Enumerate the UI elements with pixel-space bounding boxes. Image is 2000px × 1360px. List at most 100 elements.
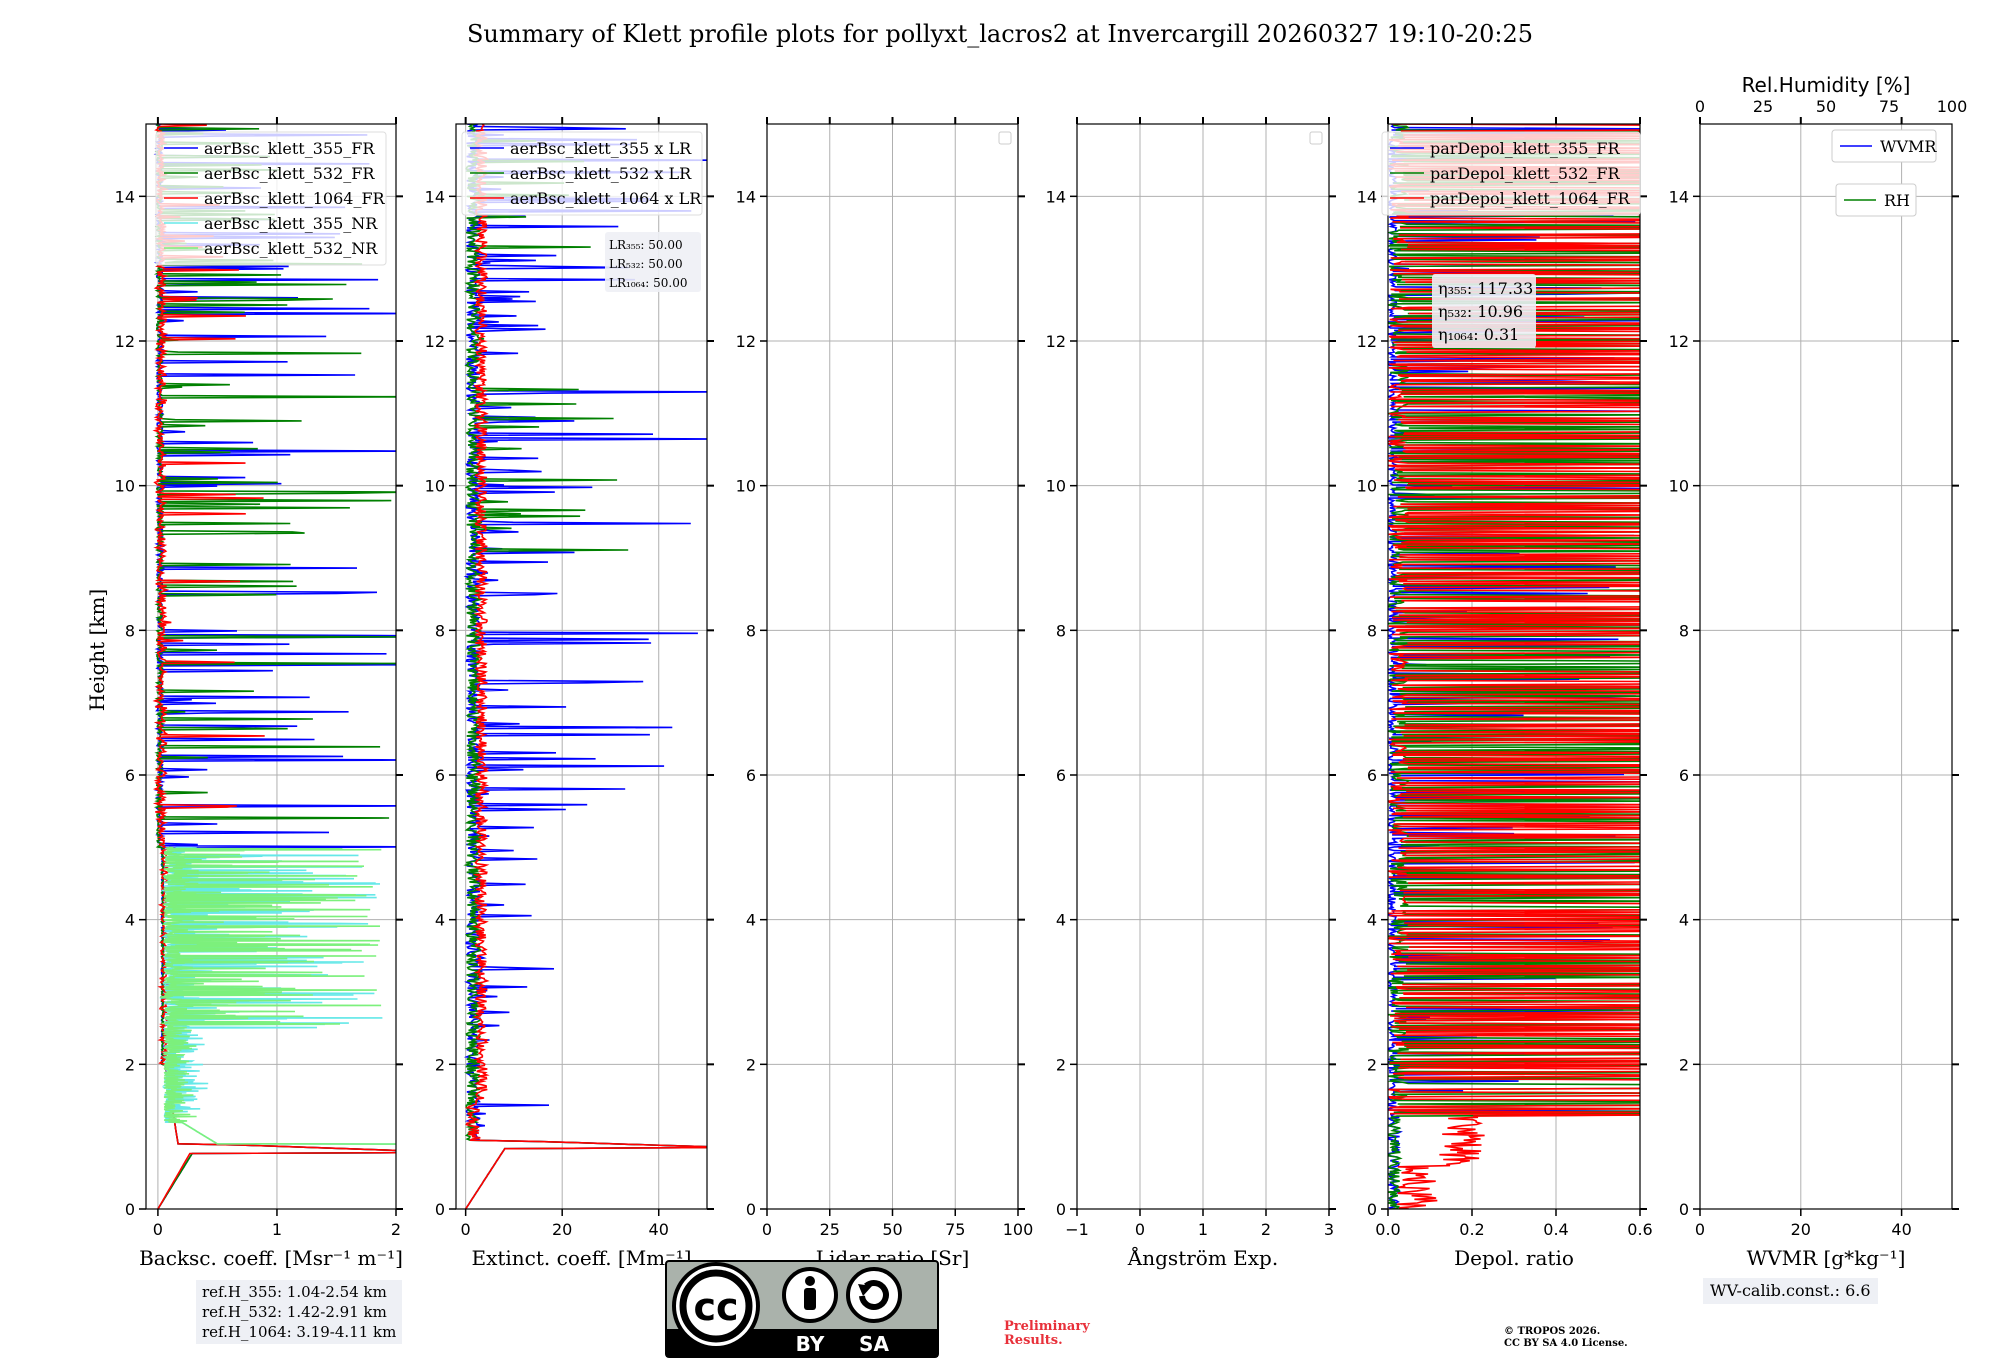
y-axis-label: Height [km] (85, 589, 109, 711)
series-group (152, 124, 396, 1209)
figure-title: Summary of Klett profile plots for polly… (466, 20, 1534, 48)
y-tick-label: 10 (425, 477, 445, 496)
axes-frame (1699, 123, 1953, 1210)
legend-label: parDepol_klett_1064_FR (1430, 189, 1631, 208)
top-x-tick-label: 50 (1816, 97, 1836, 116)
legend-label: aerBsc_klett_1064_FR (204, 189, 386, 208)
series-line-1 (1388, 124, 1640, 1209)
y-tick-label: 6 (1056, 766, 1066, 785)
x-tick-label: −1 (1065, 1220, 1089, 1239)
ref-height-1064: ref.H_1064: 3.19-4.11 km (202, 1323, 397, 1341)
y-tick-label: 0 (1056, 1200, 1066, 1219)
y-tick-label: 4 (1679, 911, 1689, 930)
top-x-tick-label: 25 (1753, 97, 1773, 116)
panel-depol: 0 2 4 6 8 10 12 14 0.0 0.2 0.4 0.6 Depol. ratio parDe… (1357, 117, 1653, 1270)
series-line-2 (464, 124, 707, 1209)
x-tick-label: 0.0 (1375, 1220, 1400, 1239)
y-tick-label: 4 (1056, 911, 1066, 930)
reference-heights-box: ref.H_355: 1.04-2.54 km ref.H_532: 1.42-… (196, 1280, 403, 1344)
y-tick-label: 6 (746, 766, 756, 785)
empty-legend-box (1309, 131, 1323, 145)
legend-box (1381, 131, 1641, 216)
x-tick-label: 0 (1135, 1220, 1145, 1239)
cc-by-sa-license-logo: cc BY SA (665, 1260, 939, 1358)
legend-label: aerBsc_klett_532_FR (204, 164, 375, 183)
x-tick-label: 100 (1003, 1220, 1034, 1239)
legend-label: aerBsc_klett_355_FR (204, 139, 375, 158)
legend-box (1831, 129, 1937, 163)
y-tick-label: 14 (425, 187, 445, 206)
top-x-tick-label: 100 (1937, 97, 1968, 116)
x-tick-label: 0.4 (1543, 1220, 1568, 1239)
top-x-axis-label: Rel.Humidity [%] (1742, 73, 1911, 97)
y-tick-label: 2 (1056, 1055, 1066, 1074)
legend-label: parDepol_klett_532_FR (1430, 164, 1621, 183)
y-tick-label: 14 (1357, 187, 1377, 206)
eta-label: η₁₀₆₄: 0.31 (1438, 325, 1519, 344)
y-tick-label: 12 (1669, 332, 1689, 351)
y-tick-label: 4 (125, 911, 135, 930)
legend-label: aerBsc_klett_532 x LR (510, 164, 692, 183)
series-line-2 (1388, 124, 1640, 1209)
legend-label: aerBsc_klett_532_NR (204, 239, 378, 258)
x-tick-label: 25 (820, 1220, 840, 1239)
legend-label: aerBsc_klett_1064 x LR (510, 189, 702, 208)
x-tick-label: 40 (649, 1220, 669, 1239)
series-line-3 (159, 846, 396, 1145)
series-group (463, 124, 707, 1209)
panel-extinction: 0 2 4 6 8 10 12 14 0 20 40 Extinct. coeff. [Mm⁻¹] ae… (425, 117, 714, 1270)
legend-box (155, 131, 387, 266)
x-tick-label: 0 (461, 1220, 471, 1239)
lidar-ratio-annotation (605, 232, 701, 292)
series-line-0 (153, 124, 396, 1209)
y-tick-label: 10 (736, 477, 756, 496)
legend-label: aerBsc_klett_355_NR (204, 214, 378, 233)
y-tick-label: 12 (736, 332, 756, 351)
y-tick-label: 10 (1357, 477, 1377, 496)
x-tick-label: 0 (153, 1220, 163, 1239)
x-axis-label: Ångström Exp. (1127, 1245, 1278, 1270)
y-tick-label: 10 (1669, 477, 1689, 496)
x-tick-label: 3 (1324, 1220, 1334, 1239)
y-tick-label: 14 (1669, 187, 1689, 206)
x-tick-label: 0 (762, 1220, 772, 1239)
legend-label: parDepol_klett_355_FR (1430, 139, 1621, 158)
y-tick-label: 4 (746, 911, 756, 930)
legend-label: RH (1884, 191, 1910, 210)
y-tick-label: 8 (1679, 621, 1689, 640)
lr-label: LR₃₅₅: 50.00 (609, 238, 683, 252)
y-tick-label: 4 (1367, 911, 1377, 930)
y-tick-label: 0 (435, 1200, 445, 1219)
y-tick-label: 0 (125, 1200, 135, 1219)
y-tick-label: 12 (1357, 332, 1377, 351)
y-tick-label: 12 (425, 332, 445, 351)
y-tick-label: 14 (115, 187, 135, 206)
eta-annotation (1432, 274, 1536, 348)
cc-logo-text: cc (693, 1285, 738, 1329)
top-x-tick-label: 75 (1879, 97, 1899, 116)
top-x-tick-label: 0 (1695, 97, 1705, 116)
legend-label: aerBsc_klett_355 x LR (510, 139, 692, 158)
preliminary-line-1: Preliminary (1004, 1319, 1090, 1334)
preliminary-line-2: Results. (1004, 1333, 1063, 1348)
series-line-4 (159, 846, 396, 1145)
y-tick-label: 8 (746, 621, 756, 640)
x-axis-label: Extinct. coeff. [Mm⁻¹] (471, 1246, 691, 1270)
copyright-line-2: CC BY SA 4.0 License. (1504, 1338, 1628, 1349)
x-tick-label: 1 (1198, 1220, 1208, 1239)
axes-frame (1387, 123, 1641, 1210)
y-tick-label: 6 (1679, 766, 1689, 785)
ref-height-532: ref.H_532: 1.42-2.91 km (202, 1303, 387, 1321)
wv-calibration-box: WV-calib.const.: 6.6 (1703, 1278, 1878, 1304)
axes-frame (455, 123, 708, 1210)
x-tick-label: 0.6 (1627, 1220, 1652, 1239)
eta-label: η₃₅₅: 117.33 (1438, 279, 1533, 298)
y-tick-label: 8 (125, 621, 135, 640)
copyright-line-1: © TROPOS 2026. (1504, 1326, 1601, 1337)
y-tick-label: 0 (1367, 1200, 1377, 1219)
y-tick-label: 6 (125, 766, 135, 785)
ref-height-355: ref.H_355: 1.04-2.54 km (202, 1283, 387, 1301)
